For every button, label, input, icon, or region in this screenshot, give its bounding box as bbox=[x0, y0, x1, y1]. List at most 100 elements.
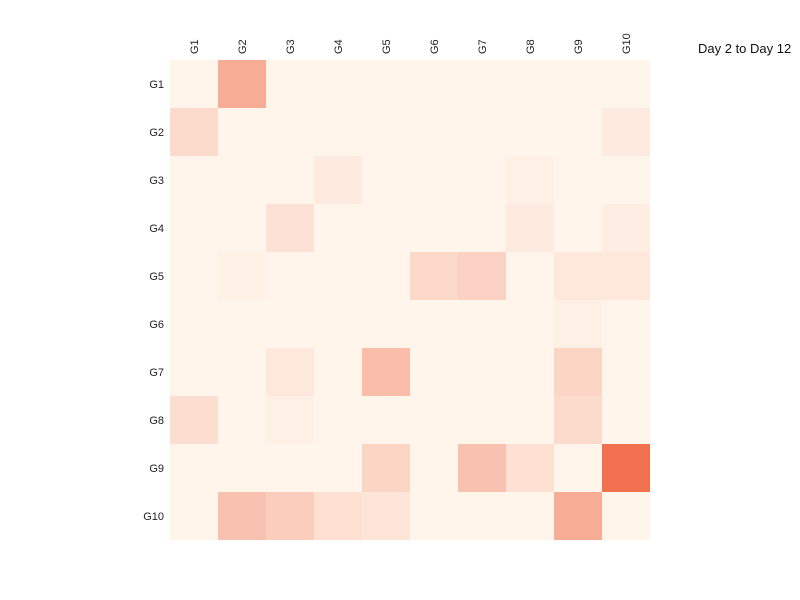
heatmap-cell-G2-G6 bbox=[410, 108, 458, 156]
heatmap-cell-G6-G1 bbox=[170, 300, 218, 348]
heatmap-cell-G5-G3 bbox=[266, 252, 314, 300]
heatmap-cell-G5-G8 bbox=[506, 252, 554, 300]
heatmap-cell-G4-G7 bbox=[458, 204, 506, 252]
heatmap-cell-G7-G5 bbox=[362, 348, 410, 396]
heatmap-cell-G1-G4 bbox=[314, 60, 362, 108]
heatmap-cell-G5-G6 bbox=[410, 252, 458, 300]
heatmap-cell-G6-G10 bbox=[602, 300, 650, 348]
heatmap-cell-G1-G7 bbox=[458, 60, 506, 108]
heatmap-cell-G1-G5 bbox=[362, 60, 410, 108]
heatmap-cell-G10-G5 bbox=[362, 492, 410, 540]
heatmap-cell-G8-G5 bbox=[362, 396, 410, 444]
heatmap-cell-G4-G2 bbox=[218, 204, 266, 252]
heatmap-cell-G8-G7 bbox=[458, 396, 506, 444]
heatmap-cell-G8-G2 bbox=[218, 396, 266, 444]
heatmap-cell-G4-G8 bbox=[506, 204, 554, 252]
y-tick-label: G8 bbox=[149, 415, 164, 427]
heatmap-cell-G3-G3 bbox=[266, 156, 314, 204]
heatmap-cell-G9-G7 bbox=[458, 444, 506, 492]
heatmap-cell-G10-G3 bbox=[266, 492, 314, 540]
heatmap-cell-G6-G8 bbox=[506, 300, 554, 348]
y-tick-label: G7 bbox=[149, 367, 164, 379]
heatmap-cell-G1-G3 bbox=[266, 60, 314, 108]
legend-title: Day 2 to Day 12 bbox=[698, 41, 791, 56]
heatmap-cell-G7-G9 bbox=[554, 348, 602, 396]
heatmap-cell-G6-G5 bbox=[362, 300, 410, 348]
heatmap-cell-G5-G1 bbox=[170, 252, 218, 300]
heatmap-cell-G3-G7 bbox=[458, 156, 506, 204]
heatmap-cell-G9-G9 bbox=[554, 444, 602, 492]
heatmap-cell-G5-G10 bbox=[602, 252, 650, 300]
y-tick-label: G9 bbox=[149, 463, 164, 475]
heatmap-cell-G1-G1 bbox=[170, 60, 218, 108]
heatmap-cell-G1-G2 bbox=[218, 60, 266, 108]
heatmap-cell-G3-G9 bbox=[554, 156, 602, 204]
heatmap-cell-G3-G8 bbox=[506, 156, 554, 204]
heatmap-cell-G8-G3 bbox=[266, 396, 314, 444]
y-tick-label: G3 bbox=[149, 175, 164, 187]
heatmap-cell-G10-G2 bbox=[218, 492, 266, 540]
heatmap-cells bbox=[170, 60, 650, 540]
x-tick-label: G5 bbox=[381, 39, 393, 54]
heatmap-cell-G1-G10 bbox=[602, 60, 650, 108]
heatmap-cell-G8-G4 bbox=[314, 396, 362, 444]
heatmap-cell-G8-G6 bbox=[410, 396, 458, 444]
heatmap-cell-G7-G7 bbox=[458, 348, 506, 396]
heatmap-cell-G6-G2 bbox=[218, 300, 266, 348]
x-axis-tick-labels: G1 G2 G3 G4 G5 G6 G7 G8 G9 G10 bbox=[189, 33, 633, 54]
y-tick-label: G10 bbox=[143, 511, 164, 523]
heatmap-cell-G9-G2 bbox=[218, 444, 266, 492]
x-tick-label: G10 bbox=[621, 33, 633, 54]
heatmap-cell-G7-G1 bbox=[170, 348, 218, 396]
x-tick-label: G3 bbox=[285, 39, 297, 54]
x-tick-label: G4 bbox=[333, 39, 345, 54]
heatmap-cell-G7-G2 bbox=[218, 348, 266, 396]
heatmap-cell-G4-G9 bbox=[554, 204, 602, 252]
heatmap-cell-G4-G1 bbox=[170, 204, 218, 252]
heatmap-cell-G7-G4 bbox=[314, 348, 362, 396]
heatmap-cell-G10-G9 bbox=[554, 492, 602, 540]
heatmap-cell-G4-G6 bbox=[410, 204, 458, 252]
y-tick-label: G1 bbox=[149, 79, 164, 91]
heatmap-cell-G4-G3 bbox=[266, 204, 314, 252]
y-tick-label: G5 bbox=[149, 271, 164, 283]
heatmap-cell-G10-G8 bbox=[506, 492, 554, 540]
heatmap-cell-G10-G6 bbox=[410, 492, 458, 540]
heatmap-cell-G5-G2 bbox=[218, 252, 266, 300]
heatmap-cell-G8-G10 bbox=[602, 396, 650, 444]
x-tick-label: G1 bbox=[189, 39, 201, 54]
heatmap-cell-G5-G4 bbox=[314, 252, 362, 300]
heatmap-cell-G2-G9 bbox=[554, 108, 602, 156]
x-tick-label: G7 bbox=[477, 39, 489, 54]
heatmap-cell-G1-G6 bbox=[410, 60, 458, 108]
x-tick-label: G8 bbox=[525, 39, 537, 54]
heatmap-cell-G4-G5 bbox=[362, 204, 410, 252]
heatmap-cell-G5-G5 bbox=[362, 252, 410, 300]
heatmap-cell-G5-G9 bbox=[554, 252, 602, 300]
heatmap-cell-G8-G1 bbox=[170, 396, 218, 444]
heatmap-cell-G7-G3 bbox=[266, 348, 314, 396]
heatmap-cell-G8-G8 bbox=[506, 396, 554, 444]
heatmap-cell-G6-G9 bbox=[554, 300, 602, 348]
heatmap-cell-G2-G7 bbox=[458, 108, 506, 156]
heatmap-cell-G3-G1 bbox=[170, 156, 218, 204]
heatmap-cell-G3-G10 bbox=[602, 156, 650, 204]
heatmap-cell-G9-G4 bbox=[314, 444, 362, 492]
heatmap-cell-G6-G4 bbox=[314, 300, 362, 348]
heatmap-cell-G10-G10 bbox=[602, 492, 650, 540]
heatmap-cell-G3-G4 bbox=[314, 156, 362, 204]
heatmap-cell-G1-G9 bbox=[554, 60, 602, 108]
y-tick-label: G2 bbox=[149, 127, 164, 139]
heatmap-cell-G2-G3 bbox=[266, 108, 314, 156]
heatmap-cell-G7-G8 bbox=[506, 348, 554, 396]
heatmap-cell-G10-G4 bbox=[314, 492, 362, 540]
heatmap-cell-G9-G10 bbox=[602, 444, 650, 492]
heatmap-cell-G2-G5 bbox=[362, 108, 410, 156]
heatmap-cell-G9-G1 bbox=[170, 444, 218, 492]
heatmap-cell-G6-G6 bbox=[410, 300, 458, 348]
heatmap-cell-G2-G2 bbox=[218, 108, 266, 156]
heatmap-cell-G3-G6 bbox=[410, 156, 458, 204]
heatmap-cell-G9-G3 bbox=[266, 444, 314, 492]
heatmap-cell-G9-G8 bbox=[506, 444, 554, 492]
